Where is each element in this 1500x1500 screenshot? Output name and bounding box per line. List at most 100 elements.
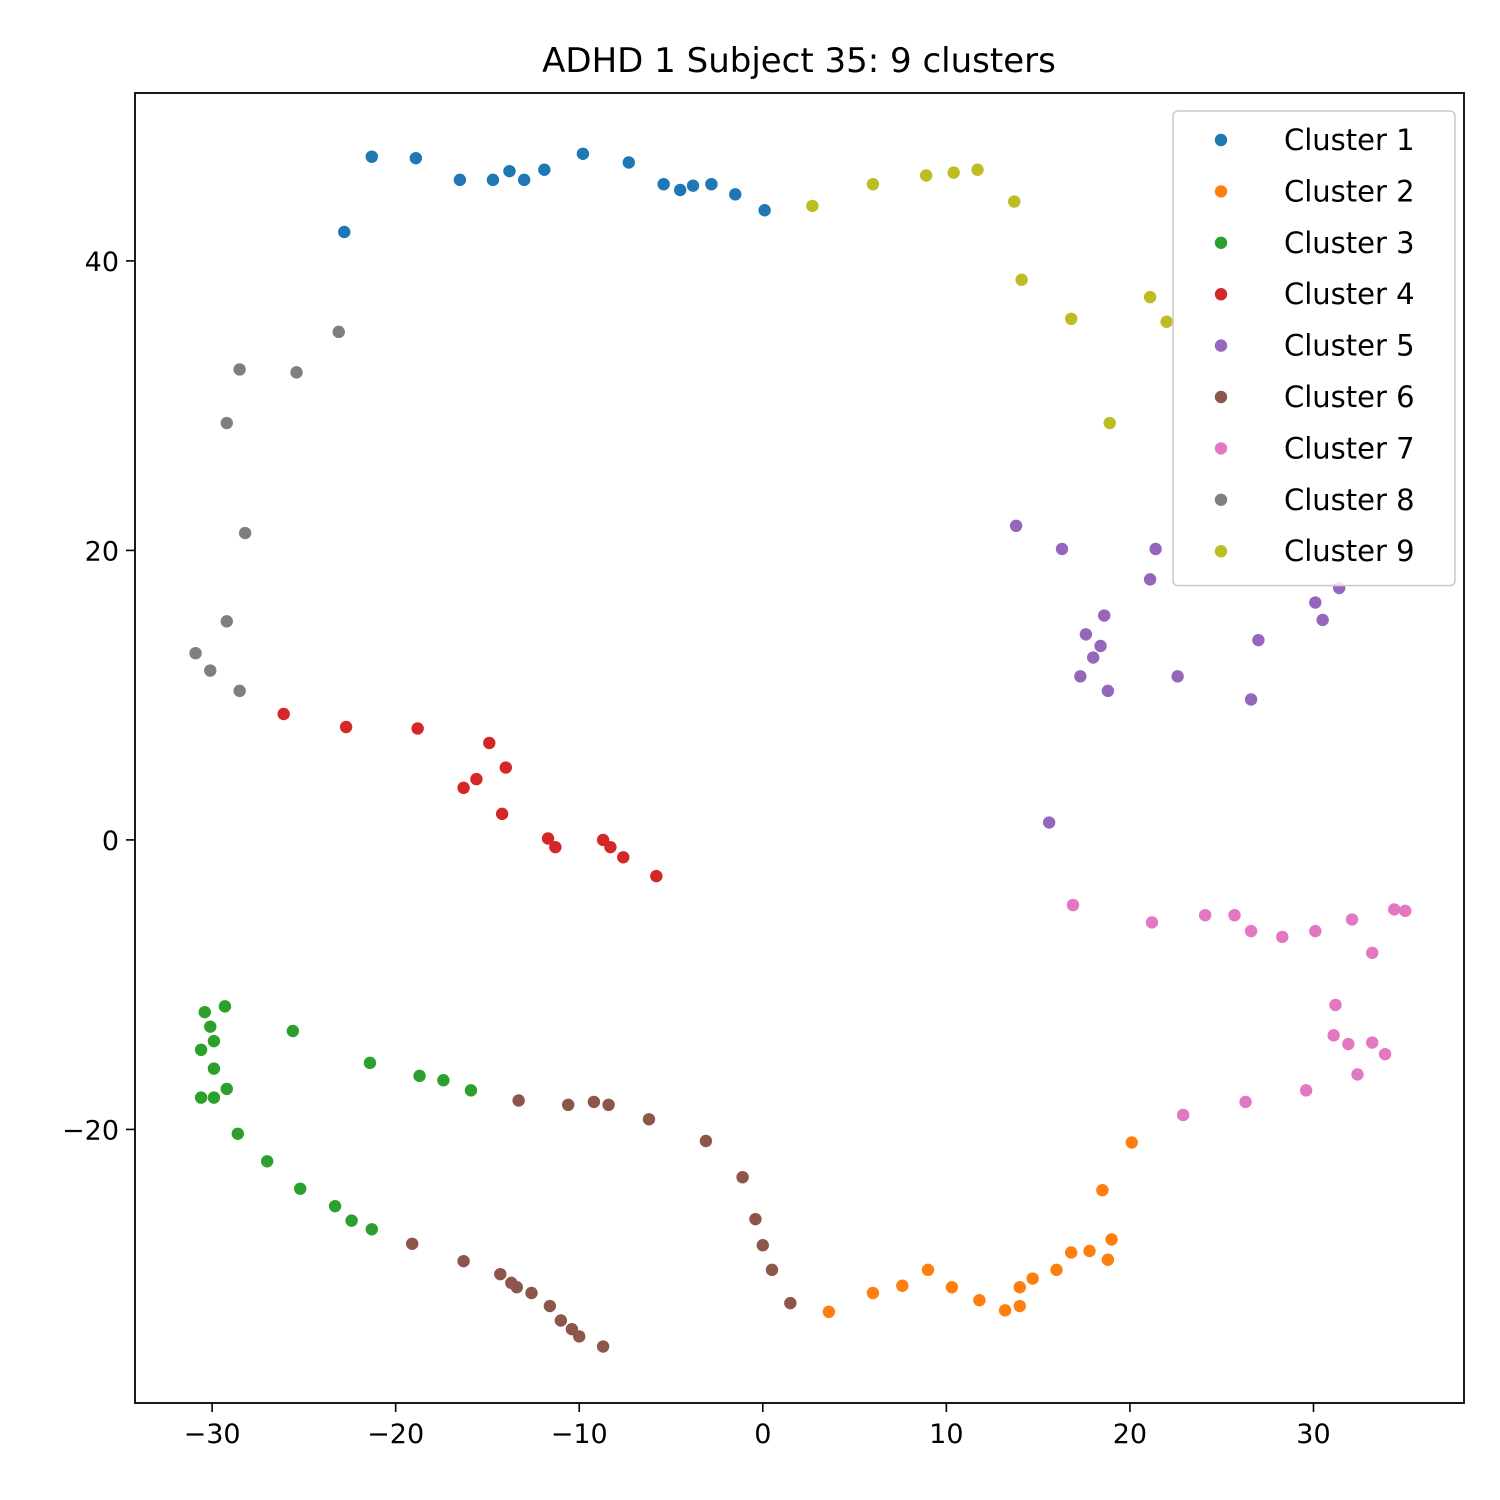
- point-cluster-6-16: [510, 1280, 524, 1294]
- point-cluster-6-21: [573, 1330, 586, 1343]
- point-cluster-9-4: [947, 166, 960, 179]
- point-cluster-2-8: [1013, 1280, 1026, 1294]
- point-cluster-4-13: [617, 851, 630, 864]
- point-cluster-8-6: [220, 615, 233, 628]
- legend-marker-cluster-7: [1214, 442, 1228, 455]
- point-cluster-3-5: [194, 1043, 208, 1057]
- point-cluster-5-1: [1009, 519, 1023, 533]
- point-cluster-6-11: [784, 1296, 797, 1310]
- legend-label-cluster-6: Cluster 6: [1284, 380, 1415, 414]
- point-cluster-7-3: [1198, 908, 1212, 922]
- point-cluster-3-20: [365, 1223, 378, 1236]
- point-cluster-2-13: [1083, 1244, 1096, 1258]
- point-cluster-1-12: [686, 179, 700, 192]
- x-tick-label: −10: [551, 1419, 608, 1450]
- point-cluster-2-6: [973, 1294, 986, 1307]
- x-tick-label: 0: [754, 1419, 771, 1450]
- point-cluster-5-15: [1101, 684, 1115, 698]
- point-cluster-6-4: [602, 1098, 615, 1112]
- point-cluster-1-10: [657, 177, 670, 191]
- point-cluster-7-17: [1351, 1068, 1364, 1081]
- y-axis: −20 0 20 40: [62, 247, 135, 1146]
- point-cluster-4-6: [470, 772, 483, 786]
- point-cluster-9-3: [919, 169, 933, 182]
- point-cluster-3-3: [204, 1020, 217, 1033]
- point-cluster-4-7: [457, 781, 470, 795]
- y-tick-label: −20: [62, 1115, 119, 1146]
- point-cluster-6-5: [642, 1113, 656, 1126]
- point-cluster-7-7: [1309, 924, 1322, 938]
- point-cluster-9-5: [971, 163, 984, 176]
- point-cluster-4-3: [411, 722, 424, 735]
- point-cluster-9-6: [1008, 195, 1021, 208]
- point-cluster-5-8: [1098, 609, 1111, 622]
- x-tick-label: −20: [367, 1419, 424, 1450]
- point-cluster-1-11: [673, 183, 687, 197]
- point-cluster-3-14: [464, 1084, 478, 1097]
- point-cluster-4-4: [483, 736, 496, 750]
- point-cluster-9-2: [866, 177, 880, 191]
- y-tick-label: 20: [85, 536, 119, 567]
- point-cluster-3-12: [413, 1069, 426, 1083]
- point-cluster-9-7: [1015, 273, 1028, 286]
- point-cluster-4-10: [549, 840, 562, 854]
- x-axis: −30 −20 −10 0 10 20 30: [184, 1403, 1331, 1450]
- point-cluster-2-5: [945, 1280, 959, 1294]
- point-cluster-7-9: [1388, 903, 1401, 916]
- point-cluster-1-9: [622, 156, 635, 169]
- point-cluster-7-11: [1366, 946, 1379, 960]
- point-cluster-2-7: [998, 1304, 1012, 1317]
- point-cluster-7-19: [1239, 1095, 1252, 1109]
- point-cluster-3-15: [231, 1127, 244, 1140]
- legend-box: [1172, 110, 1456, 587]
- point-cluster-5-9: [1079, 628, 1093, 641]
- point-cluster-9-1: [806, 199, 819, 213]
- legend-marker-cluster-2: [1214, 185, 1228, 198]
- point-cluster-7-6: [1276, 930, 1289, 944]
- point-cluster-6-1: [512, 1094, 525, 1107]
- x-tick-label: −30: [184, 1419, 241, 1450]
- legend-marker-cluster-5: [1214, 339, 1228, 352]
- point-cluster-6-13: [457, 1254, 470, 1268]
- point-cluster-7-4: [1228, 908, 1241, 922]
- point-cluster-7-14: [1342, 1037, 1355, 1051]
- point-cluster-8-3: [290, 366, 303, 379]
- point-cluster-6-2: [562, 1098, 575, 1112]
- point-cluster-4-14: [650, 869, 663, 883]
- point-cluster-9-11: [1103, 416, 1116, 430]
- point-cluster-3-6: [207, 1062, 221, 1075]
- legend-label-cluster-2: Cluster 2: [1284, 174, 1415, 208]
- point-cluster-4-12: [604, 840, 617, 854]
- point-cluster-2-3: [896, 1279, 909, 1292]
- point-cluster-7-13: [1327, 1029, 1340, 1042]
- point-cluster-8-9: [233, 684, 246, 698]
- point-cluster-6-3: [587, 1095, 601, 1109]
- legend-label-cluster-8: Cluster 8: [1284, 483, 1415, 517]
- legend: Cluster 1 Cluster 2 Cluster 3 Cluster 4 Clus…: [1172, 110, 1456, 587]
- point-cluster-5-10: [1094, 639, 1107, 653]
- point-cluster-1-13: [705, 177, 718, 191]
- point-cluster-4-2: [339, 720, 353, 734]
- point-cluster-7-18: [1299, 1084, 1313, 1097]
- point-cluster-5-13: [1074, 670, 1087, 683]
- point-cluster-3-4: [207, 1034, 221, 1048]
- point-cluster-4-1: [277, 707, 290, 721]
- point-cluster-9-9: [1143, 290, 1157, 304]
- point-cluster-5-17: [1042, 816, 1056, 829]
- x-tick-label: 20: [1113, 1419, 1147, 1450]
- point-cluster-2-12: [1064, 1246, 1078, 1259]
- point-cluster-1-15: [758, 204, 771, 217]
- point-cluster-1-2: [409, 151, 423, 165]
- point-cluster-7-8: [1345, 913, 1359, 926]
- point-cluster-2-11: [1050, 1263, 1063, 1277]
- point-cluster-2-17: [1125, 1136, 1138, 1149]
- point-cluster-7-15: [1366, 1036, 1379, 1049]
- legend-marker-cluster-6: [1214, 390, 1228, 404]
- point-cluster-2-15: [1105, 1233, 1118, 1246]
- legend-marker-cluster-4: [1214, 288, 1228, 301]
- point-cluster-5-7: [1316, 613, 1329, 627]
- point-cluster-1-1: [365, 150, 378, 163]
- point-cluster-3-8: [194, 1091, 208, 1104]
- point-cluster-3-11: [363, 1056, 377, 1070]
- point-cluster-3-17: [294, 1182, 307, 1195]
